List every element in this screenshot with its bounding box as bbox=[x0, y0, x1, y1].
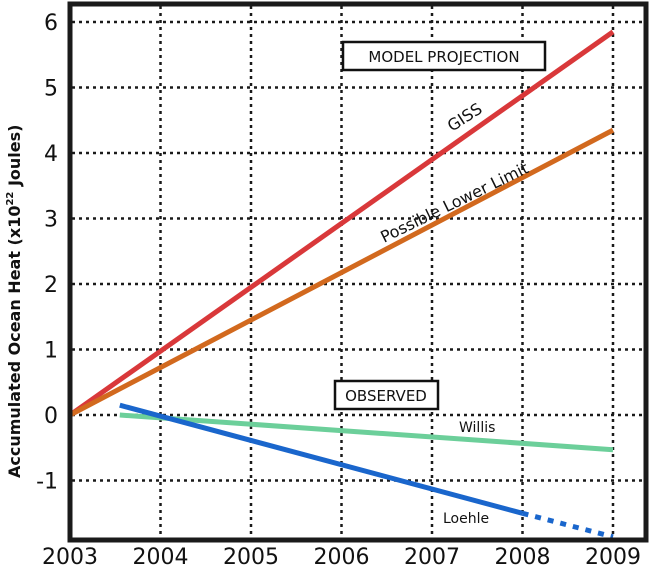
y-axis-label-main: Accumulated Ocean Heat (x10 bbox=[5, 206, 24, 478]
y-tick-label: 4 bbox=[44, 142, 58, 167]
loehle-label: Loehle bbox=[443, 511, 489, 527]
y-tick-label: 1 bbox=[44, 339, 58, 364]
y-tick-label: 0 bbox=[44, 404, 58, 429]
x-tick-labels: 2003 2004 2005 2006 2007 2008 2009 bbox=[42, 545, 641, 570]
y-tick-label: 2 bbox=[44, 273, 58, 298]
willis-label: Willis bbox=[459, 420, 495, 436]
series-layer bbox=[68, 29, 615, 540]
plot-frame bbox=[67, 1, 649, 543]
x-tick-label: 2005 bbox=[223, 545, 279, 570]
y-tick-labels: -1 0 1 2 3 4 5 6 bbox=[36, 11, 58, 495]
series-line-loehle bbox=[119, 402, 524, 516]
grid-lines bbox=[72, 6, 644, 538]
x-tick-label: 2003 bbox=[42, 545, 98, 570]
observed-box bbox=[333, 379, 440, 411]
series-line-loehle-extrapolated bbox=[521, 510, 614, 540]
x-tick-label: 2009 bbox=[585, 545, 641, 570]
y-tick-label: 6 bbox=[44, 11, 58, 36]
series-line-possible-lower-limit bbox=[68, 127, 615, 418]
x-tick-label: 2007 bbox=[404, 545, 460, 570]
x-tick-label: 2006 bbox=[314, 545, 370, 570]
model-projection-box bbox=[341, 40, 547, 72]
y-axis-label-sup: 22 bbox=[5, 192, 16, 206]
y-tick-label: 5 bbox=[44, 77, 58, 102]
observed-text: OBSERVED bbox=[345, 387, 427, 405]
y-axis-label-end: Joules) bbox=[5, 125, 24, 192]
y-tick-label: -1 bbox=[36, 470, 58, 495]
giss-label: GISS bbox=[444, 99, 486, 135]
y-axis-label: Accumulated Ocean Heat (x1022 Joules) bbox=[5, 125, 24, 478]
model-projection-annotation: MODEL PROJECTION bbox=[341, 40, 547, 72]
y-tick-label: 3 bbox=[44, 208, 58, 233]
model-projection-text: MODEL PROJECTION bbox=[368, 48, 519, 66]
lower-limit-label: Possible Lower Limit bbox=[377, 158, 531, 246]
x-tick-label: 2004 bbox=[133, 545, 189, 570]
observed-annotation: OBSERVED bbox=[333, 379, 440, 411]
series-line-giss bbox=[68, 29, 615, 418]
series-line-willis bbox=[119, 412, 614, 453]
x-tick-label: 2008 bbox=[495, 545, 551, 570]
